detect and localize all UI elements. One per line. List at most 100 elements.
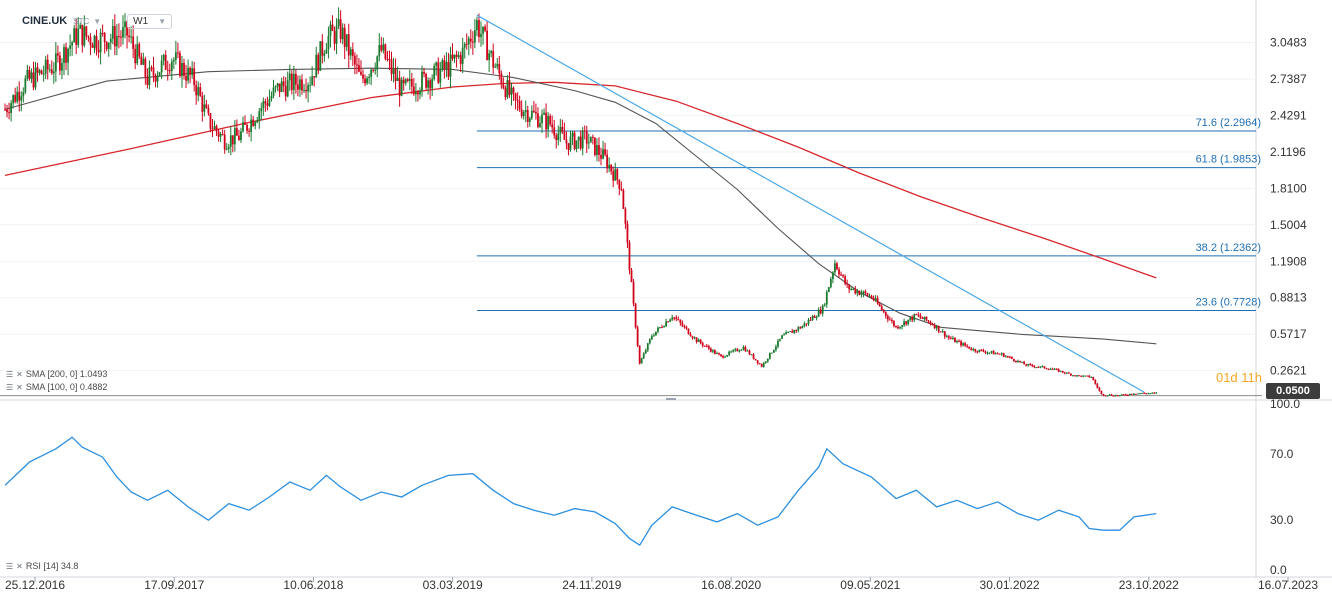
candle — [974, 348, 977, 353]
candle-body — [333, 30, 336, 44]
candle — [478, 13, 480, 43]
candle-body — [1100, 390, 1103, 395]
candle — [1051, 367, 1054, 370]
candle-body — [618, 179, 621, 189]
candle — [439, 61, 442, 88]
candle-body — [225, 148, 228, 150]
candle — [264, 98, 267, 112]
candle — [888, 316, 891, 321]
candle-body — [1128, 393, 1131, 396]
candle — [840, 271, 842, 276]
candle — [1015, 360, 1017, 363]
candle — [632, 278, 635, 307]
candle — [750, 354, 753, 356]
sma200-legend[interactable]: ☰ ✕ SMA [200, 0] 1.0493 — [6, 369, 107, 379]
candle — [742, 345, 745, 351]
candle — [614, 162, 617, 182]
candle — [138, 42, 141, 59]
symbol-label[interactable]: CINE.UK — [22, 15, 68, 27]
candle — [1055, 368, 1058, 371]
candle — [38, 68, 41, 76]
time-axis-tick: 10.06.2018 — [283, 578, 343, 592]
candle-body — [195, 84, 198, 96]
candle — [813, 314, 816, 318]
candle-body — [657, 327, 659, 332]
candle — [842, 274, 844, 278]
candle — [1139, 393, 1141, 395]
candle — [441, 58, 444, 72]
candle — [83, 15, 86, 48]
candle — [990, 350, 993, 354]
candle — [54, 42, 57, 82]
candle-body — [876, 298, 879, 304]
candle — [567, 143, 570, 156]
candle-body — [594, 137, 596, 155]
menu-icon[interactable]: ☰ — [6, 561, 14, 571]
candle — [720, 354, 722, 358]
timeframe-select[interactable]: W1 ▼ — [127, 13, 173, 29]
candle — [783, 332, 785, 336]
candle — [6, 104, 8, 118]
rsi-legend[interactable]: ☰ ✕ RSI [14] 34.8 — [6, 561, 78, 571]
candle — [482, 26, 484, 45]
candle-body — [614, 169, 617, 181]
candle — [152, 56, 155, 83]
candle-body — [476, 20, 478, 31]
candle — [598, 137, 600, 162]
candle — [677, 316, 680, 321]
candle-body — [738, 350, 741, 352]
candle — [496, 58, 499, 70]
candle-body — [30, 72, 33, 79]
candle — [622, 188, 625, 209]
price-axis-tick: 1.1908 — [1270, 254, 1307, 268]
candle — [1047, 368, 1050, 371]
candle — [172, 57, 175, 70]
candle — [1131, 393, 1133, 395]
candle-body — [435, 62, 438, 66]
candle-body — [213, 126, 216, 129]
candle — [939, 331, 942, 333]
candle — [325, 42, 328, 54]
candle-body — [266, 103, 269, 106]
candle — [504, 85, 507, 101]
fib-level-label: 71.6 (2.2964) — [1196, 117, 1261, 129]
candle — [825, 289, 828, 308]
close-icon[interactable]: ✕ — [16, 561, 23, 571]
candle-body — [553, 127, 556, 136]
candle — [1021, 361, 1023, 363]
candle-body — [404, 79, 407, 84]
candle-body — [465, 43, 468, 45]
candle — [225, 143, 228, 151]
candle-body — [791, 331, 794, 333]
candle-body — [827, 287, 830, 292]
candle — [290, 70, 293, 95]
menu-icon[interactable]: ☰ — [6, 382, 14, 392]
candle-body — [622, 189, 625, 209]
candle-body — [122, 27, 124, 38]
candle — [1116, 394, 1119, 397]
candle — [211, 118, 214, 138]
close-icon[interactable]: ✕ — [16, 382, 23, 392]
candle-body — [962, 343, 964, 346]
candle-body — [966, 345, 969, 347]
candle-body — [331, 24, 334, 31]
menu-icon[interactable]: ☰ — [6, 369, 14, 379]
candle-body — [439, 69, 442, 83]
sma100-legend[interactable]: ☰ ✕ SMA [100, 0] 0.4882 — [6, 382, 107, 392]
candle — [573, 130, 576, 151]
candle — [754, 358, 757, 361]
close-icon[interactable]: ✕ — [16, 369, 23, 379]
candle-body — [1153, 392, 1156, 394]
chevron-down-icon[interactable]: ▼ — [93, 16, 102, 26]
candle-body — [290, 73, 293, 90]
instrument-type-label[interactable]: STC — [73, 16, 90, 26]
candle — [797, 325, 800, 333]
candle — [952, 335, 954, 340]
candle — [473, 19, 476, 49]
candle — [508, 71, 511, 98]
candle-body — [260, 108, 263, 112]
candle-body — [172, 59, 175, 62]
candle-body — [14, 95, 17, 102]
candle-body — [136, 44, 139, 64]
